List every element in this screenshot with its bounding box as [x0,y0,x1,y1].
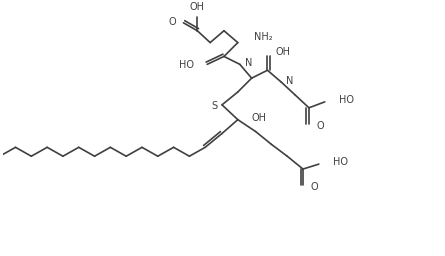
Text: NH₂: NH₂ [254,32,272,42]
Text: O: O [169,17,177,27]
Text: O: O [311,182,319,192]
Text: N: N [286,76,294,86]
Text: S: S [211,101,217,111]
Text: OH: OH [190,2,205,12]
Text: HO: HO [179,60,194,70]
Text: HO: HO [339,95,354,105]
Text: HO: HO [333,157,348,167]
Text: OH: OH [251,113,267,123]
Text: O: O [317,121,324,131]
Text: N: N [245,58,252,68]
Text: OH: OH [275,47,290,57]
